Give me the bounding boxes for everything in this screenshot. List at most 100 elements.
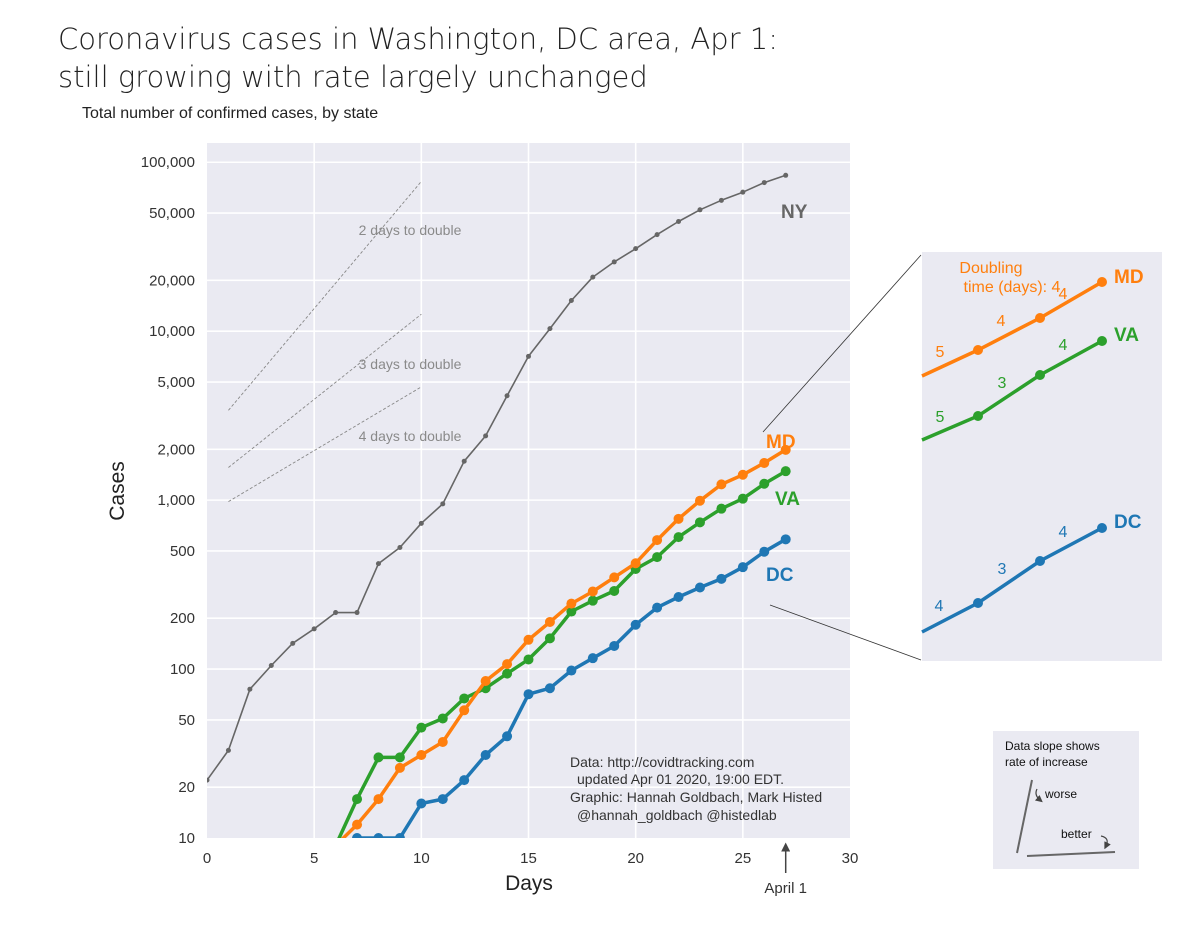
data-point-va bbox=[459, 693, 470, 704]
data-point-md bbox=[609, 572, 620, 583]
worse-label: worse bbox=[1044, 787, 1077, 801]
data-point-va bbox=[416, 722, 427, 733]
inset-line-md bbox=[921, 280, 1103, 378]
data-point-md bbox=[652, 535, 663, 546]
data-point-dc bbox=[737, 562, 748, 573]
data-point-md bbox=[780, 444, 791, 455]
data-point-ny bbox=[333, 610, 339, 616]
data-point-va bbox=[523, 654, 534, 665]
slope-legend-title-line: rate of increase bbox=[1005, 755, 1088, 769]
inset-rate-label: 4 bbox=[1059, 286, 1068, 303]
data-point-dc bbox=[544, 683, 555, 694]
zoom-connector-bottom bbox=[769, 604, 922, 661]
inset-rate-label: 4 bbox=[1059, 524, 1068, 541]
axis-ticks: 0 5 10 15 20 25 30 10 20 50 100 200 500 1,000 2,000 5,0… bbox=[141, 154, 859, 867]
y-tick-label: 20 bbox=[178, 779, 195, 796]
data-point-ny bbox=[740, 189, 746, 195]
data-point-va bbox=[566, 606, 577, 617]
y-tick-label: 500 bbox=[170, 543, 195, 560]
series-group bbox=[207, 172, 791, 838]
data-point-dc bbox=[694, 582, 705, 593]
inset-point bbox=[1035, 556, 1045, 566]
data-point-md bbox=[502, 659, 513, 670]
y-tick-label: 100 bbox=[170, 661, 195, 678]
data-point-md bbox=[394, 762, 405, 773]
chart-title-line: Coronavirus cases in Washington, DC area… bbox=[58, 22, 779, 56]
data-point-va bbox=[437, 713, 448, 724]
inset-rate-label: 4 bbox=[935, 598, 944, 615]
data-point-md bbox=[737, 469, 748, 480]
shallow-slope-line bbox=[1026, 851, 1116, 857]
data-point-va bbox=[587, 595, 598, 606]
data-point-va bbox=[373, 752, 384, 763]
x-tick-label: 5 bbox=[310, 850, 318, 867]
data-point-ny bbox=[526, 353, 531, 359]
data-point-dc bbox=[587, 653, 598, 664]
chart-title-line: still growing with rate largely unchange… bbox=[58, 60, 648, 94]
data-point-dc bbox=[759, 546, 770, 557]
data-point-md bbox=[416, 749, 427, 760]
data-point-ny bbox=[461, 458, 467, 464]
inset-rate-label: 5 bbox=[936, 409, 945, 426]
inset-point bbox=[1035, 370, 1045, 380]
data-point-dc bbox=[780, 534, 791, 545]
source-line: updated Apr 01 2020, 19:00 EDT. bbox=[577, 771, 784, 787]
better-label: better bbox=[1061, 827, 1092, 841]
data-point-va bbox=[673, 532, 684, 543]
data-point-va bbox=[694, 517, 705, 528]
data-point-ny bbox=[611, 259, 617, 265]
data-point-dc bbox=[502, 731, 513, 742]
data-point-ny bbox=[718, 197, 724, 203]
data-point-ny bbox=[397, 545, 403, 551]
data-point-dc bbox=[459, 775, 470, 786]
data-point-md bbox=[523, 634, 534, 645]
zoom-inset: Doubling time (days): 4 MD VA DC 5 4 4 5… bbox=[921, 252, 1162, 661]
worse-arrow-icon bbox=[1034, 788, 1043, 803]
data-point-md bbox=[759, 457, 770, 468]
inset-title-line: time (days): 4 bbox=[964, 279, 1061, 296]
slope-legend-box: Data slope shows rate of increase worse … bbox=[993, 731, 1139, 869]
x-tick-label: 0 bbox=[203, 850, 211, 867]
data-point-md bbox=[459, 705, 470, 716]
source-line: @hannah_goldbach @histedlab bbox=[577, 807, 777, 823]
series-label-dc: DC bbox=[766, 565, 794, 586]
y-axis-label: Cases bbox=[106, 461, 129, 521]
data-point-ny bbox=[697, 207, 703, 213]
data-point-dc bbox=[716, 573, 727, 584]
x-tick-label: 25 bbox=[734, 850, 751, 867]
data-point-ny bbox=[440, 501, 446, 507]
data-point-md bbox=[694, 495, 705, 506]
data-point-dc bbox=[416, 798, 427, 809]
y-tick-label: 10,000 bbox=[149, 323, 195, 340]
slope-legend-background bbox=[993, 731, 1139, 869]
source-annotation: Data: http://covidtracking.com updated A… bbox=[570, 754, 822, 823]
inset-point bbox=[1097, 277, 1107, 287]
data-point-dc bbox=[480, 749, 491, 760]
data-point-dc bbox=[673, 592, 684, 603]
inset-title-line: Doubling bbox=[959, 260, 1022, 277]
inset-series-label-md: MD bbox=[1114, 267, 1144, 288]
data-point-va bbox=[609, 585, 620, 596]
data-point-ny bbox=[268, 662, 274, 668]
data-point-md bbox=[587, 586, 598, 597]
y-tick-label: 100,000 bbox=[141, 154, 195, 171]
inset-series-label-dc: DC bbox=[1114, 512, 1142, 533]
data-point-va bbox=[780, 466, 791, 477]
data-point-md bbox=[373, 794, 384, 805]
series-line-dc bbox=[351, 537, 787, 838]
y-tick-label: 50,000 bbox=[149, 205, 195, 222]
data-point-va bbox=[716, 503, 727, 514]
data-point-dc bbox=[609, 640, 620, 651]
x-tick-label: 15 bbox=[520, 850, 537, 867]
data-point-dc bbox=[566, 665, 577, 676]
doubling-guide-label: 2 days to double bbox=[359, 222, 462, 238]
y-tick-label: 2,000 bbox=[157, 441, 195, 458]
series-line-va bbox=[337, 469, 787, 838]
data-series bbox=[207, 172, 791, 838]
data-point-va bbox=[737, 493, 748, 504]
data-point-dc bbox=[352, 833, 363, 838]
data-point-md bbox=[437, 737, 448, 748]
doubling-guide-label: 3 days to double bbox=[359, 356, 462, 372]
y-tick-label: 10 bbox=[178, 830, 195, 847]
chart-subtitle: Total number of confirmed cases, by stat… bbox=[82, 105, 379, 122]
